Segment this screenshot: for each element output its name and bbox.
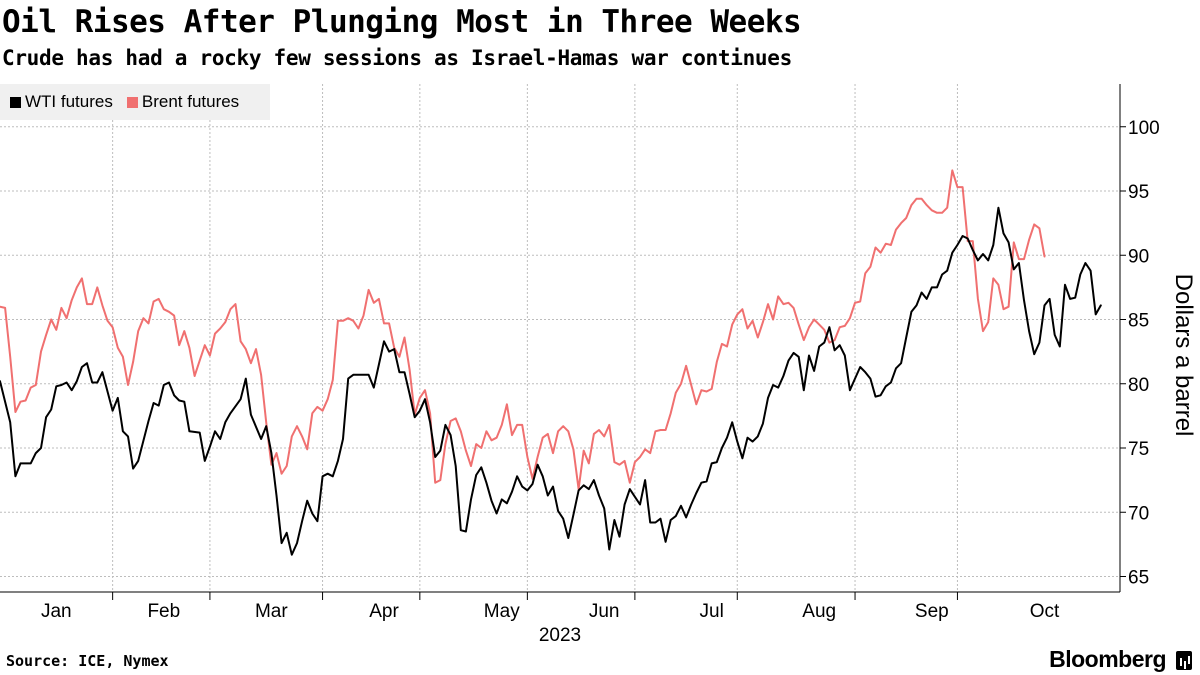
bloomberg-terminal-icon (1176, 651, 1192, 670)
legend-item-brent: Brent futures (126, 92, 240, 112)
series-line-brent (0, 169, 1046, 491)
y-tick-label: 65 (1128, 568, 1149, 589)
y-tick-label: 85 (1128, 311, 1149, 332)
legend-item-wti: WTI futures (10, 92, 113, 112)
x-tick-label-aug: Aug (802, 601, 836, 622)
x-tick-label-jun: Jun (589, 601, 620, 622)
y-tick-label: 100 (1128, 118, 1160, 139)
gridlines (0, 84, 1120, 592)
x-tick-label-feb: Feb (147, 601, 180, 622)
y-axis-label: Dollars a barrel (1170, 274, 1197, 437)
brand-logo: Bloomberg (1049, 646, 1166, 672)
y-tick-label: 80 (1128, 375, 1149, 396)
chart-title: Oil Rises After Plunging Most in Three W… (2, 4, 802, 40)
legend: WTI futures Brent futures (0, 84, 270, 120)
x-tick-label-oct: Oct (1030, 601, 1060, 622)
legend-label-brent: Brent futures (141, 92, 240, 111)
x-tick-label-sep: Sep (915, 601, 949, 622)
legend-swatch-wti (10, 96, 21, 108)
chart-subtitle: Crude has had a rocky few sessions as Is… (2, 46, 792, 70)
x-tick-label-apr: Apr (369, 601, 399, 622)
x-tick-label-mar: Mar (255, 601, 288, 622)
x-axis-year-label: 2023 (539, 625, 581, 646)
x-tick-label-may: May (484, 601, 520, 622)
source-note: Source: ICE, Nymex (6, 652, 169, 670)
legend-swatch-brent (126, 96, 138, 108)
y-tick-label: 90 (1128, 246, 1149, 267)
y-tick-label: 75 (1128, 439, 1149, 460)
y-tick-label: 70 (1128, 503, 1149, 524)
series-lines (0, 169, 1102, 556)
axes: 65 70 75 80 85 90 95 100 Jan Feb Mar Apr May Jun Jul Au… (0, 84, 1160, 622)
x-tick-label-jul: Jul (700, 601, 724, 622)
y-tick-label: 95 (1128, 182, 1149, 203)
series-line-wti (0, 206, 1102, 556)
x-tick-label-jan: Jan (41, 601, 72, 622)
legend-label-wti: WTI futures (25, 92, 113, 111)
